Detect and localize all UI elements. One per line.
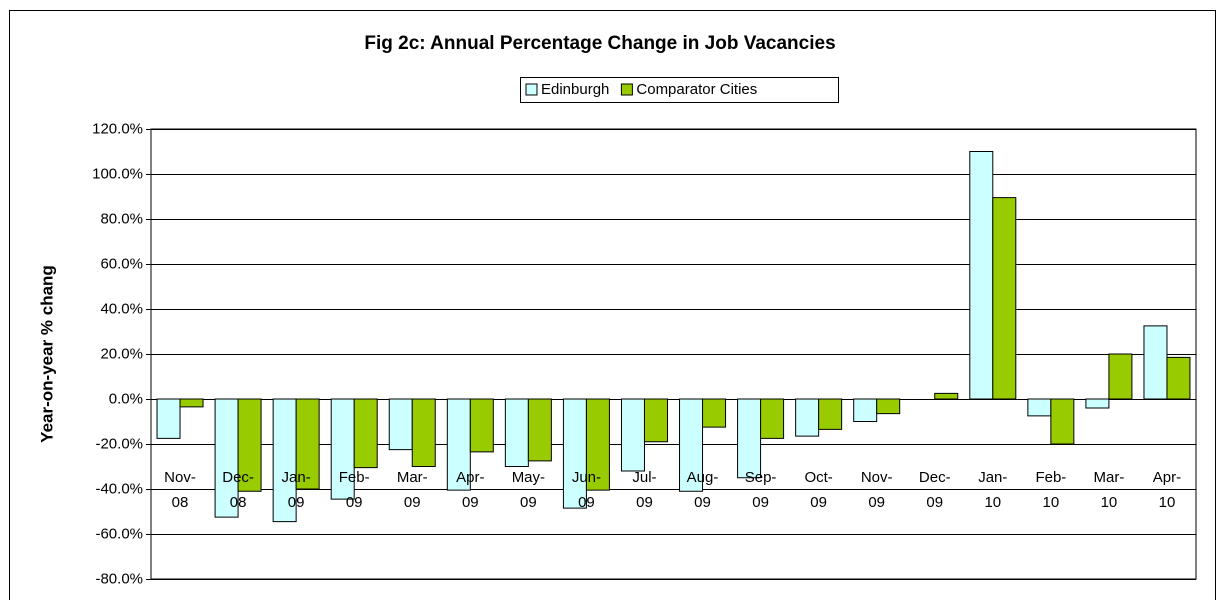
- bar: [643, 398, 668, 443]
- x-tick-label: Sep-09: [744, 469, 777, 511]
- bar: [620, 398, 645, 472]
- bar: [679, 398, 704, 492]
- x-tick-label-box: Jun-09: [571, 469, 601, 511]
- x-tick-label-box: Jan-10: [978, 469, 1008, 511]
- bar: [388, 398, 413, 451]
- x-tick-label-box: Feb-10: [1035, 469, 1067, 511]
- bar: [992, 197, 1017, 400]
- y-tick-label: 100.0%: [92, 165, 143, 182]
- x-tick-label: Mar-09: [396, 469, 428, 511]
- x-tick-label-box: Oct-09: [804, 469, 833, 511]
- bar: [353, 398, 378, 469]
- bar: [969, 151, 994, 400]
- x-tick-label-box: Feb-09: [338, 469, 370, 511]
- x-tick-label-box: Sep-09: [744, 469, 777, 511]
- x-tick-label: Mar-10: [1093, 469, 1125, 511]
- bar: [237, 398, 262, 492]
- x-tick-label-box: Nov-08: [164, 469, 196, 511]
- x-tick-label-box: Jul-09: [632, 469, 657, 511]
- x-tick-label-box: Apr-09: [456, 469, 485, 511]
- bar: [179, 398, 204, 408]
- bar: [853, 398, 878, 422]
- x-tick-label: Aug-09: [686, 469, 719, 511]
- bar: [585, 398, 610, 491]
- y-tick-label: -60.0%: [95, 525, 143, 542]
- y-axis-label: Year-on-year % chang: [37, 265, 56, 443]
- x-tick-label: Dec-08: [222, 469, 254, 511]
- bar: [1085, 398, 1110, 409]
- x-tick-label: Apr-09: [456, 469, 485, 511]
- bar: [1050, 398, 1075, 445]
- chart-title: Fig 2c: Annual Percentage Change in Job …: [364, 33, 835, 54]
- bar: [876, 398, 901, 415]
- x-tick-label: Apr-10: [1152, 469, 1182, 511]
- y-tick-label: 120.0%: [92, 120, 143, 137]
- y-tick-label: 0.0%: [109, 390, 143, 407]
- bar: [504, 398, 529, 467]
- y-tick-label: -80.0%: [95, 570, 143, 587]
- x-tick-label: Jul-09: [632, 469, 657, 511]
- legend-box: [520, 77, 839, 103]
- x-tick-label: May-09: [511, 469, 546, 511]
- bar: [1166, 356, 1191, 400]
- bar: [156, 398, 181, 439]
- x-tick-label: Feb-10: [1035, 469, 1067, 511]
- bar: [702, 398, 727, 428]
- bar: [469, 398, 494, 453]
- bar: [795, 398, 820, 437]
- x-tick-label-box: Aug-09: [686, 469, 719, 511]
- bar: [934, 392, 959, 400]
- y-tick-label: -20.0%: [95, 435, 143, 452]
- bar: [1143, 325, 1168, 400]
- x-tick-label-box: Nov-09: [860, 469, 893, 511]
- x-tick-label-box: Apr-10: [1152, 469, 1182, 511]
- bar: [411, 398, 436, 467]
- y-tick-label: -40.0%: [95, 480, 143, 497]
- x-tick-label-box: Jan-09: [281, 469, 311, 511]
- x-tick-label-box: Mar-10: [1093, 469, 1125, 511]
- x-tick-label: Dec-09: [918, 469, 951, 511]
- y-tick-label: 60.0%: [100, 255, 143, 272]
- x-tick-label: Nov-08: [164, 469, 196, 511]
- x-tick-label-box: Mar-09: [396, 469, 428, 511]
- x-tick-label: Nov-09: [860, 469, 893, 511]
- x-tick-label: Oct-09: [804, 469, 833, 511]
- y-tick-label: 20.0%: [100, 345, 143, 362]
- x-tick-label: Jan-10: [978, 469, 1008, 511]
- bar: [818, 398, 843, 430]
- legend-label: Comparator Cities: [636, 81, 757, 98]
- x-tick-label-box: Dec-08: [222, 469, 254, 511]
- x-tick-label-box: Dec-09: [918, 469, 951, 511]
- bar: [295, 398, 320, 490]
- bar: [527, 398, 552, 462]
- y-tick-label: 80.0%: [100, 210, 143, 227]
- x-tick-label: Feb-09: [338, 469, 370, 511]
- legend-swatch: [620, 83, 633, 96]
- legend-swatch: [525, 83, 538, 96]
- legend-label: Edinburgh: [541, 81, 609, 98]
- x-tick-label: Jun-09: [571, 469, 601, 511]
- bar: [760, 398, 785, 439]
- bar: [1108, 353, 1133, 400]
- x-tick-label: Jan-09: [281, 469, 311, 511]
- y-tick-label: 40.0%: [100, 300, 143, 317]
- bar: [1027, 398, 1052, 417]
- x-tick-label-box: May-09: [511, 469, 546, 511]
